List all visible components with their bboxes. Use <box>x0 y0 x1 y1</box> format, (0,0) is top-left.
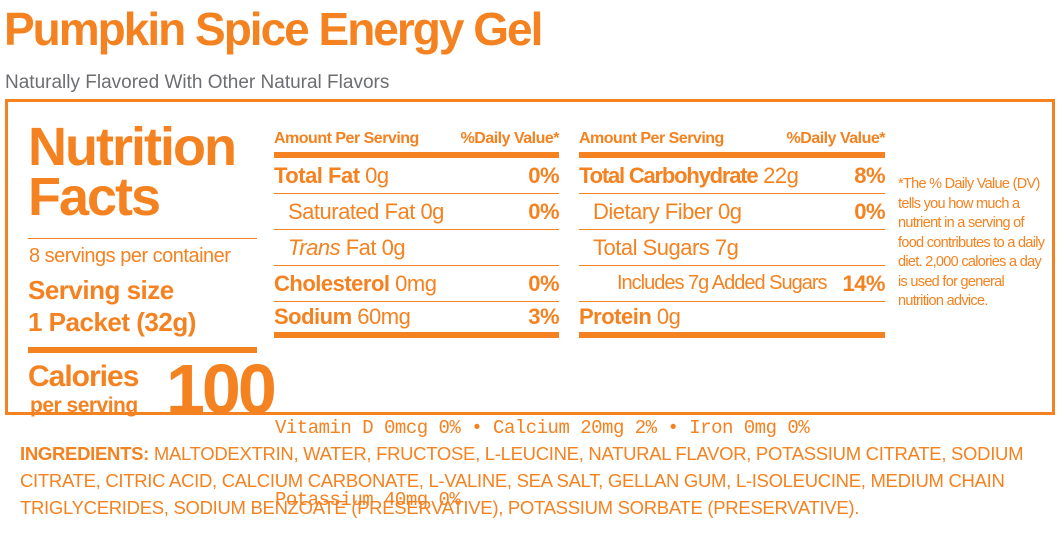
ingredients: INGREDIENTS: MALTODEXTRIN, WATER, FRUCTO… <box>20 440 1050 521</box>
nutrient-row-protein: Protein 0g <box>579 302 885 338</box>
nutrient-amount: 0g <box>718 198 742 224</box>
nutrient-amount: 0g <box>420 198 444 224</box>
table-header: Amount Per Serving %Daily Value* <box>579 130 886 158</box>
amount-per-serving-header: Amount Per Serving <box>274 130 419 147</box>
nutrient-name: Total Carbohydrate <box>579 162 759 188</box>
nutrient-amount: 0g <box>656 304 681 329</box>
nutrient-row-saturated-fat: Saturated Fat 0g 0% <box>274 194 559 230</box>
nutrient-amount: 22g <box>763 162 799 188</box>
table-header: Amount Per Serving %Daily Value* <box>274 130 560 158</box>
calories-value: 100 <box>166 350 277 428</box>
nutrient-amount: 7g <box>714 234 739 260</box>
nutrient-name: Saturated Fat <box>288 198 415 224</box>
nutrient-dv: 3% <box>528 304 559 329</box>
nutrient-name: Trans <box>288 234 341 260</box>
ingredients-label: INGREDIENTS: <box>20 443 149 464</box>
nutrient-name: Total Fat <box>274 162 360 188</box>
nutrient-amount: 0g <box>365 162 389 188</box>
amount-per-serving-header: Amount Per Serving <box>579 130 724 147</box>
nutrient-amount: 60mg <box>357 304 411 329</box>
nutrition-heading-line2: Facts <box>28 167 161 227</box>
nutrient-row-added-sugars: Includes 7g Added Sugars 14% <box>579 266 885 302</box>
daily-value-footnote: *The % Daily Value (DV) tells you how mu… <box>898 176 1045 309</box>
divider-thick <box>28 347 257 353</box>
nutrient-dv: 0% <box>528 162 559 188</box>
nutrient-dv: 0% <box>854 198 885 224</box>
nutrient-name: Cholesterol <box>274 270 390 296</box>
nutrient-row-trans-fat: Trans Fat 0g <box>274 230 559 266</box>
daily-value-header: %Daily Value* <box>460 130 560 147</box>
calories-label: Calories <box>28 360 139 393</box>
nutrient-name: Total Sugars <box>593 234 710 260</box>
nutrient-dv: 14% <box>842 270 885 296</box>
nutrient-row-total-fat: Total Fat 0g 0% <box>274 158 559 194</box>
servings-per-container: 8 servings per container <box>29 245 231 267</box>
nutrient-amount: 0mg <box>395 270 437 296</box>
vitamins-line1: Vitamin D 0mcg 0% • Calcium 20mg 2% • Ir… <box>275 417 810 439</box>
nutrient-row-total-carbohydrate: Total Carbohydrate 22g 8% <box>579 158 885 194</box>
serving-size: Serving size 1 Packet (32g) <box>28 274 196 338</box>
nutrition-heading-line1: Nutrition <box>28 117 237 177</box>
product-subtitle: Naturally Flavored With Other Natural Fl… <box>5 72 390 93</box>
nutrient-table-right: Amount Per Serving %Daily Value* Total C… <box>579 130 886 338</box>
nutrition-facts-heading: Nutrition Facts <box>28 117 237 227</box>
calories-per-serving-label: per serving <box>30 394 138 417</box>
vitamins-line2: Potassium 40mg 0% <box>275 489 461 511</box>
nutrient-name: Sodium <box>274 304 352 329</box>
nutrient-row-total-sugars: Total Sugars 7g <box>579 230 885 266</box>
divider <box>28 238 257 239</box>
nutrient-name: Dietary Fiber <box>593 198 713 224</box>
nutrient-name: Protein <box>579 304 652 329</box>
nutrient-dv: 0% <box>528 198 559 224</box>
serving-size-value: 1 Packet (32g) <box>28 307 196 337</box>
product-title: Pumpkin Spice Energy Gel <box>4 3 543 55</box>
ingredients-text: MALTODEXTRIN, WATER, FRUCTOSE, L-LEUCINE… <box>20 443 1024 518</box>
nutrient-dv: 0% <box>528 270 559 296</box>
nutrient-row-dietary-fiber: Dietary Fiber 0g 0% <box>579 194 885 230</box>
nutrient-row-sodium: Sodium 60mg 3% <box>274 302 559 338</box>
nutrient-amount: 0g <box>381 234 406 260</box>
serving-size-label: Serving size <box>28 275 174 305</box>
nutrient-row-cholesterol: Cholesterol 0mg 0% <box>274 266 559 302</box>
nutrient-name-rest: Fat <box>345 234 377 260</box>
nutrition-facts-panel: Nutrition Facts 8 servings per container… <box>5 99 1055 511</box>
nutrient-dv: 8% <box>854 162 885 188</box>
vitamins-minerals: Vitamin D 0mcg 0% • Calcium 20mg 2% • Ir… <box>275 368 810 560</box>
daily-value-header: %Daily Value* <box>786 130 886 147</box>
nutrient-name: Includes 7g Added Sugars <box>617 272 828 294</box>
nutrient-table-left: Amount Per Serving %Daily Value* Total F… <box>274 130 560 338</box>
